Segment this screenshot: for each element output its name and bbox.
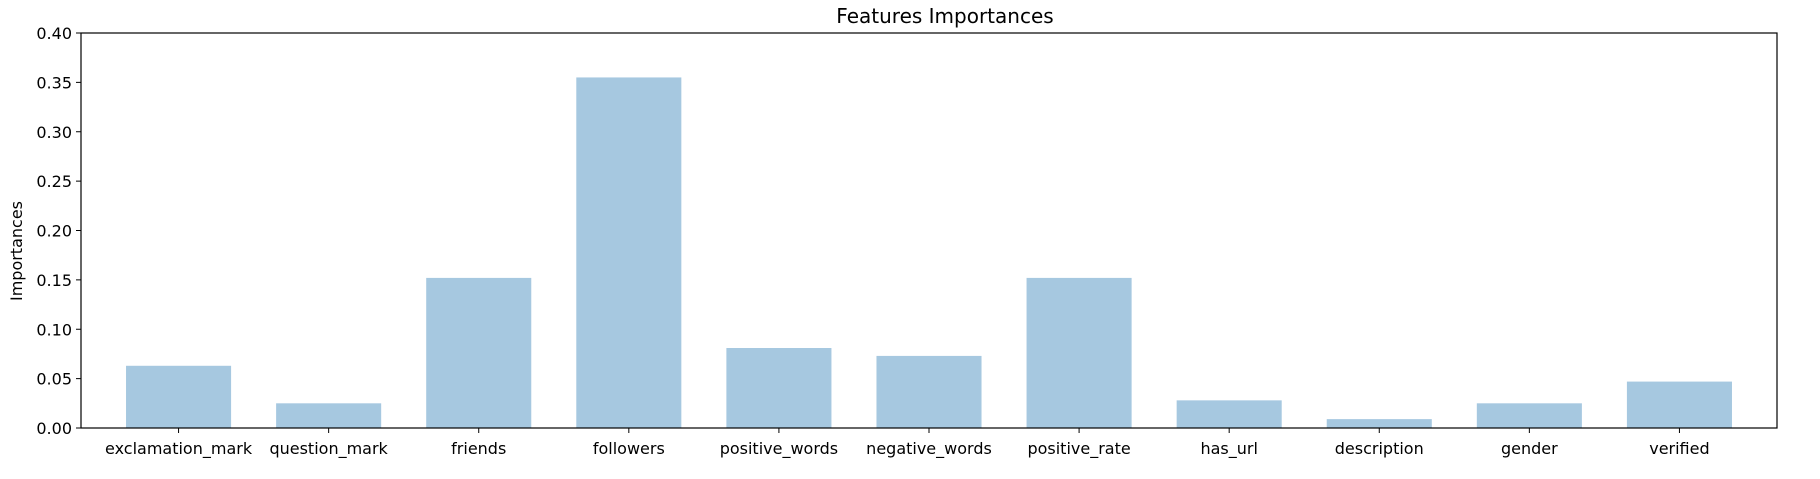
y-tick-label: 0.15 [36,271,72,290]
bar-exclamation-mark [126,365,232,428]
plot-frame [80,32,1778,429]
y-tick-label: 0.40 [36,24,72,43]
y-tick-label: 0.00 [36,419,72,438]
x-tick-label: followers [593,439,665,458]
y-tick-label: 0.35 [36,73,72,92]
bar-verified [1626,381,1732,428]
x-tick-label: has_url [1200,439,1257,459]
x-tick-label: positive_rate [1027,439,1130,459]
bar-positive-words [726,348,832,428]
bars [126,77,1732,428]
bar-negative-words [876,355,982,428]
y-tick-label: 0.20 [36,222,72,241]
y-tick-label: 0.30 [36,123,72,142]
x-tick-label: exclamation_mark [105,439,253,459]
chart-title: Features Importances [836,4,1053,28]
bar-has-url [1176,400,1282,428]
x-tick-label: verified [1649,439,1709,458]
y-tick-label: 0.10 [36,320,72,339]
bar-description [1326,419,1432,428]
x-tick-label: question_mark [269,439,388,459]
bar-question-mark [276,403,382,428]
x-tick-label: friends [451,439,506,458]
y-tick-label: 0.25 [36,172,72,191]
x-tick-label: positive_words [720,439,838,459]
y-axis-label: Importances [7,201,26,301]
x-axis-ticks: exclamation_mark question_mark friends foll… [105,428,1710,459]
bar-friends [426,277,532,428]
y-tick-label: 0.05 [36,370,72,389]
bar-positive-rate [1026,277,1132,428]
bar-followers [576,77,682,428]
y-axis-ticks: 0.00 0.05 0.10 0.15 0.20 0.25 0.30 0.35 0.40 [36,24,81,438]
x-tick-label: gender [1501,439,1558,458]
x-tick-label: description [1335,439,1424,458]
bar-gender [1476,403,1582,428]
x-tick-label: negative_words [866,439,992,459]
